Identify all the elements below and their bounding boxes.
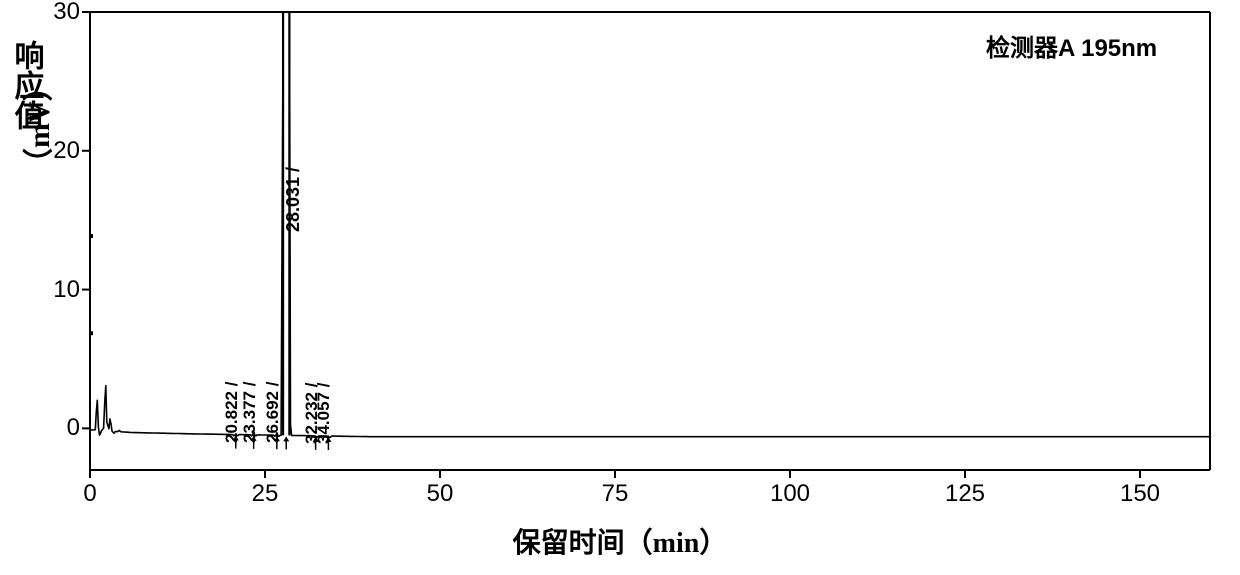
x-tick: 125 — [945, 480, 985, 508]
y-tick: 30 — [40, 0, 80, 26]
x-tick: 25 — [252, 480, 279, 508]
y-tick: 10 — [40, 276, 80, 304]
x-tick: 50 — [427, 480, 454, 508]
detector-label: 检测器A 195nm — [986, 28, 1157, 63]
x-tick: 75 — [602, 480, 629, 508]
chromatogram-figure: 响应值 （mV） 保留时间（min） 检测器A 195nm 0255075100… — [0, 0, 1240, 575]
x-tick: 0 — [83, 480, 96, 508]
peak-label: 26.692 / — [263, 382, 283, 443]
peak-label-main: 28.031 / — [283, 167, 304, 232]
peak-label: 34.057 / — [314, 383, 334, 444]
peak-label: 23.377 / — [240, 381, 260, 442]
y-tick: 20 — [40, 137, 80, 165]
y-tick: 0 — [40, 414, 80, 442]
x-tick: 150 — [1120, 480, 1160, 508]
x-tick: 100 — [770, 480, 810, 508]
peak-label: 20.822 / — [222, 381, 242, 442]
